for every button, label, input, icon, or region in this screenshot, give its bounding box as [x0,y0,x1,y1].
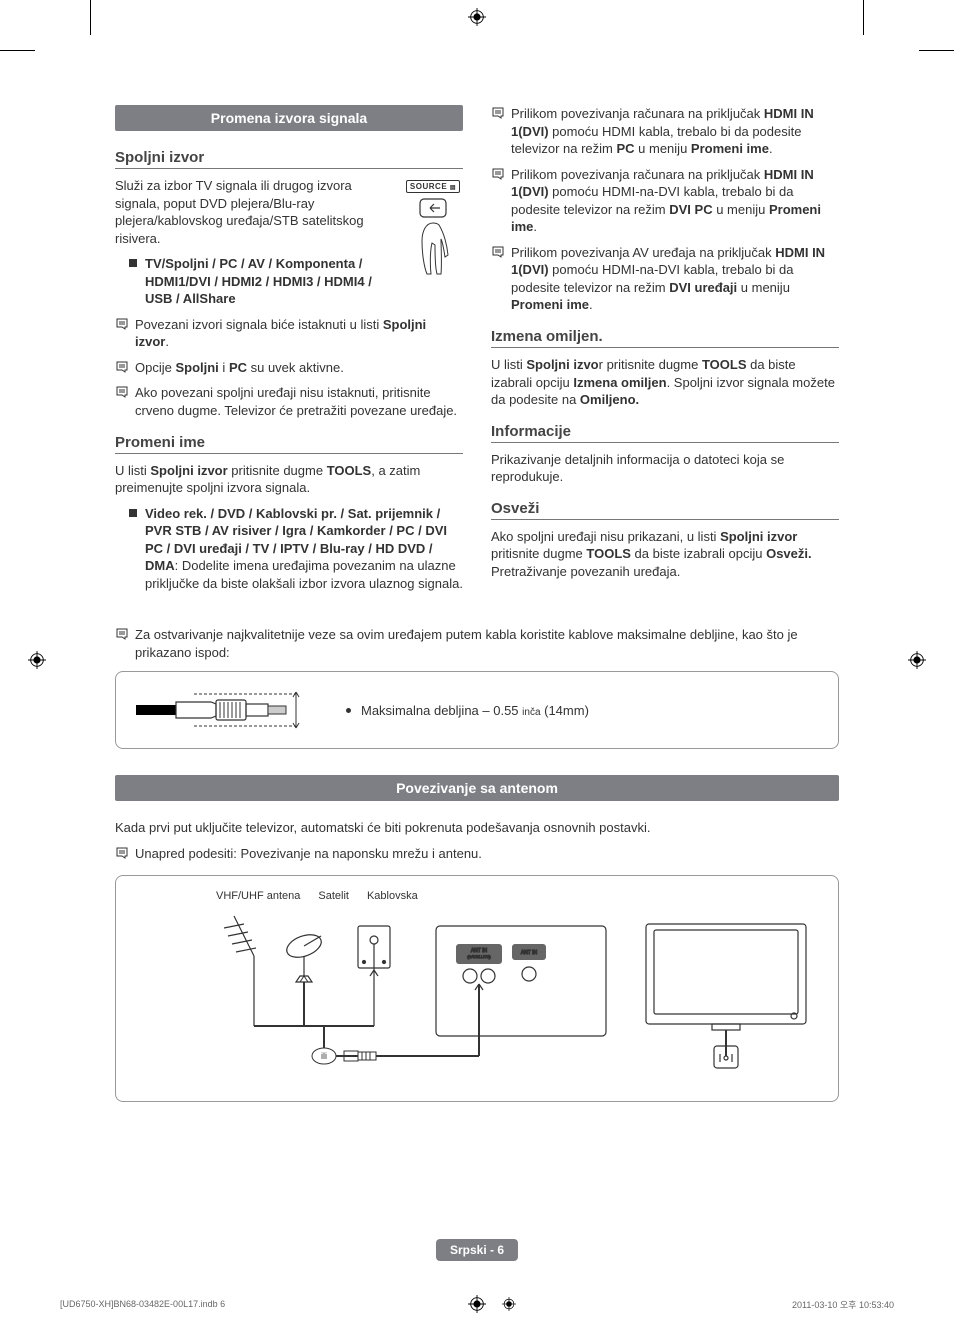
note-cable-quality: Za ostvarivanje najkvalitetnije veze sa … [115,626,839,661]
document-footer: [UD6750-XH]BN68-03482E-00L17.indb 6 2011… [60,1297,894,1311]
note-preset: Unapred podesiti: Povezivanje na naponsk… [115,845,839,863]
label-satellite: Satelit [318,890,349,902]
note-icon [115,627,129,641]
rename-intro: U listi Spoljni izvor pritisnite dugme T… [115,462,463,497]
svg-text:(SATELLITE): (SATELLITE) [467,954,491,959]
heading-refresh: Osveži [491,500,839,520]
cable-thickness-text: Maksimalna debljina – 0.55 inča (14mm) [346,703,589,718]
rename-list-item: Video rek. / DVD / Kablovski pr. / Sat. … [115,505,463,593]
source-list-text: TV/Spoljni / PC / AV / Komponenta / HDMI… [145,256,372,306]
registration-mark-icon [908,651,926,669]
page-content: Promena izvora signala Spoljni izvor Slu… [115,105,839,1261]
antenna-intro: Kada prvi put uključite televizor, autom… [115,819,839,837]
registration-mark-icon [28,651,46,669]
antenna-diagram-box: VHF/UHF antena Satelit Kablovska [115,875,839,1102]
heading-external-source: Spoljni izvor [115,149,463,169]
note-connected-sources: Povezani izvori signala biće istaknuti u… [115,316,463,351]
cable-illustration-box: Maksimalna debljina – 0.55 inča (14mm) [115,671,839,749]
note-hdmi-dvi-device: Prilikom povezivanja AV uređaja na prikl… [491,244,839,314]
square-bullet-icon [129,259,137,267]
label-vhf-uhf: VHF/UHF antena [216,890,300,902]
svg-text:ANT IN: ANT IN [521,950,538,956]
page-number-pill: Srpski - 6 [436,1239,518,1261]
crop-mark [919,50,954,51]
registration-mark-icon [502,1297,516,1311]
note-red-button: Ako povezani spoljni uređaji nisu istakn… [115,384,463,419]
ili-label: ili [321,1051,327,1061]
registration-mark-icon [468,8,486,26]
note-icon [115,846,129,860]
note-icon [491,106,505,120]
note-icon [115,360,129,374]
banner-signal-source: Promena izvora signala [115,105,463,131]
note-always-active: Opcije Spoljni i PC su uvek aktivne. [115,359,463,377]
dot-bullet-icon [346,708,351,713]
right-column: Prilikom povezivanja računara na priklju… [491,105,839,600]
source-button-illustration: SOURCE ▤ [403,177,463,316]
left-column: Promena izvora signala Spoljni izvor Slu… [115,105,463,600]
antenna-connection-diagram: ili ANT IN (SATELLITE) [136,906,816,1076]
crop-mark [863,0,864,35]
note-icon [115,385,129,399]
edit-favorite-text: U listi Spoljni izvor pritisnite dugme T… [491,356,839,409]
cable-connector-icon [136,690,306,730]
heading-information: Informacije [491,423,839,443]
square-bullet-icon [129,509,137,517]
banner-antenna: Povezivanje sa antenom [115,775,839,801]
heading-rename: Promeni ime [115,434,463,454]
note-icon [115,317,129,331]
source-label: SOURCE ▤ [406,180,460,193]
note-icon [491,245,505,259]
label-cable: Kablovska [367,890,418,902]
refresh-text: Ako spoljni uređaji nisu prikazani, u li… [491,528,839,581]
external-source-intro: Služi za izbor TV signala ili drugog izv… [115,177,393,247]
note-hdmi-dvi-pc: Prilikom povezivanja računara na priklju… [491,166,839,236]
note-icon [491,167,505,181]
source-list-item: TV/Spoljni / PC / AV / Komponenta / HDMI… [115,255,393,308]
heading-edit-favorite: Izmena omiljen. [491,328,839,348]
information-text: Prikazivanje detaljnih informacija o dat… [491,451,839,486]
crop-mark [0,50,35,51]
doc-filename: [UD6750-XH]BN68-03482E-00L17.indb 6 [60,1299,225,1309]
doc-timestamp: 2011-03-10 오후 10:53:40 [792,1298,894,1311]
note-hdmi-pc: Prilikom povezivanja računara na priklju… [491,105,839,158]
crop-mark [90,0,91,35]
